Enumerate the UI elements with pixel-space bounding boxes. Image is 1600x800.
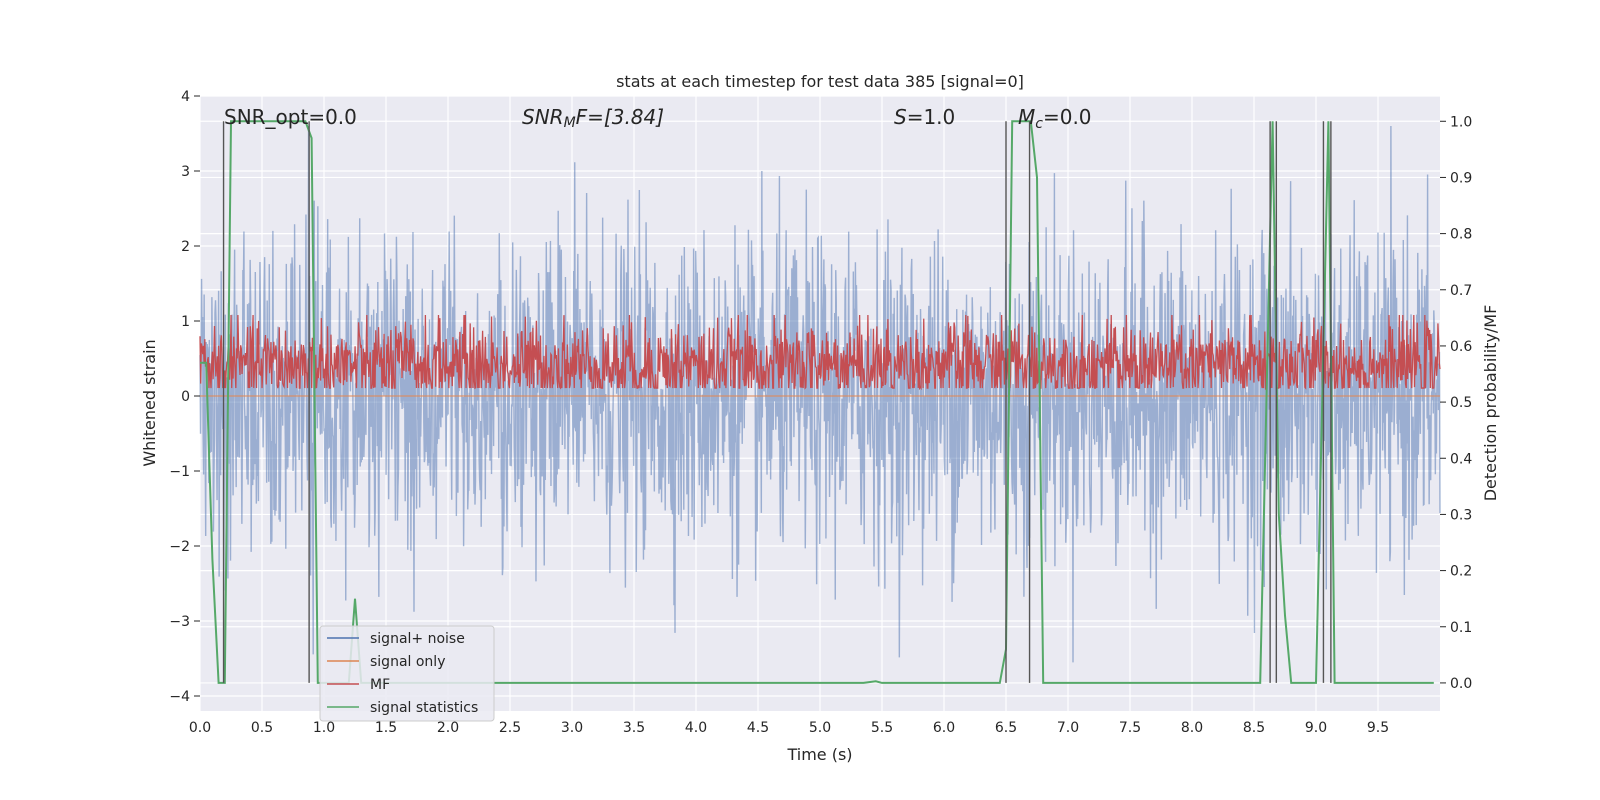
x-tick-label: 8.5	[1243, 720, 1265, 736]
x-tick-label: 6.5	[995, 720, 1017, 736]
legend: signal+ noise signal only MF signal stat…	[319, 625, 495, 722]
x-tick-label: 4.0	[685, 720, 707, 736]
x-axis-ticks: 0.0 0.5 1.0 1.5 2.0 2.5 3.0 3.5 4.0 4.5 5.0 5.5 6.0 6…	[189, 720, 1389, 736]
y-tick-label: 2	[181, 239, 190, 255]
y-tick-label: 4	[181, 89, 190, 105]
y2-tick-label: 0.6	[1450, 339, 1472, 355]
annotation-snr-mf-value: F=[3.84]	[576, 105, 664, 129]
legend-label-signal-noise: signal+ noise	[370, 631, 465, 647]
y2-axis-ticks: 1.0 0.9 0.8 0.7 0.6 0.5 0.4 0.3 0.2 0.1 0.0	[1440, 114, 1472, 692]
y-axis-ticks: 4 3 2 1 0 −1 −2 −3 −4	[169, 89, 200, 705]
legend-label-mf: MF	[370, 677, 390, 693]
y-tick-label: −3	[169, 614, 190, 630]
legend-label-signal-statistics: signal statistics	[370, 700, 478, 716]
x-tick-label: 2.5	[499, 720, 521, 736]
series-mf	[199, 315, 1441, 391]
x-tick-label: 1.0	[313, 720, 335, 736]
y2-axis-title: Detection probability/MF	[1481, 305, 1500, 502]
annotation-mc-symbol: M	[1018, 105, 1035, 129]
annotation-mc-subscript: c	[1035, 116, 1043, 132]
annotation-mc-value: =0.0	[1043, 105, 1092, 129]
y2-tick-label: 0.4	[1450, 451, 1472, 467]
annotation-s: S=1.0	[894, 105, 955, 129]
x-tick-label: 0.0	[189, 720, 211, 736]
x-tick-label: 1.5	[375, 720, 397, 736]
x-tick-label: 5.5	[871, 720, 893, 736]
annotation-s-value: =1.0	[907, 105, 956, 129]
legend-label-signal-only: signal only	[370, 654, 445, 670]
x-tick-label: 7.5	[1119, 720, 1141, 736]
y2-tick-label: 0.0	[1450, 676, 1472, 692]
x-tick-label: 5.0	[809, 720, 831, 736]
annotation-snr-mf: SNRMF=[3.84]	[522, 105, 664, 131]
annotation-snr-mf-symbol: SNR	[522, 105, 564, 129]
vertical-markers	[222, 121, 1332, 683]
y2-tick-label: 0.1	[1450, 620, 1472, 636]
y-tick-label: 3	[181, 164, 190, 180]
y-tick-label: 0	[181, 389, 190, 405]
y2-tick-label: 0.2	[1450, 564, 1472, 580]
y2-tick-label: 0.8	[1450, 227, 1472, 243]
x-tick-label: 0.5	[251, 720, 273, 736]
chart-title: stats at each timestep for test data 385…	[616, 72, 1024, 91]
annotation-mc: Mc=0.0	[1018, 105, 1092, 132]
x-tick-label: 6.0	[933, 720, 955, 736]
x-tick-label: 7.0	[1057, 720, 1079, 736]
x-tick-label: 9.5	[1367, 720, 1389, 736]
x-tick-label: 3.0	[561, 720, 583, 736]
y2-tick-label: 0.3	[1450, 507, 1472, 523]
y2-tick-label: 0.7	[1450, 283, 1472, 299]
y2-tick-label: 0.9	[1450, 170, 1472, 186]
annotation-s-symbol: S	[894, 105, 907, 129]
legend-box	[319, 625, 495, 722]
x-tick-label: 9.0	[1305, 720, 1327, 736]
annotation-snr-opt: SNR_opt=0.0	[224, 105, 357, 129]
y2-tick-label: 1.0	[1450, 114, 1472, 130]
y-tick-label: −2	[169, 539, 190, 555]
y-tick-label: −1	[169, 464, 190, 480]
x-axis-title: Time (s)	[786, 745, 852, 764]
x-tick-label: 4.5	[747, 720, 769, 736]
x-tick-label: 3.5	[623, 720, 645, 736]
x-tick-label: 2.0	[437, 720, 459, 736]
y-axis-title: Whitened strain	[140, 339, 159, 466]
y-tick-label: −4	[169, 689, 190, 705]
annotation-snr-mf-subscript: M	[564, 115, 576, 131]
y2-tick-label: 0.5	[1450, 395, 1472, 411]
y-tick-label: 1	[181, 314, 190, 330]
x-tick-label: 8.0	[1181, 720, 1203, 736]
series-line-mf	[199, 315, 1441, 391]
